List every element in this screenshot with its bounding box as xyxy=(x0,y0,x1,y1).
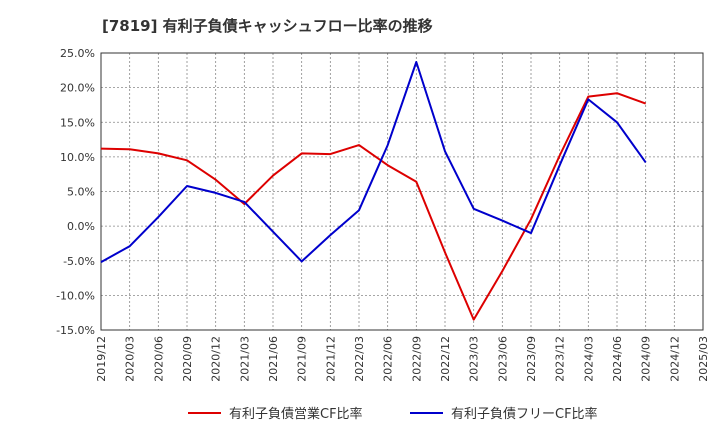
x-tick-label: 2022/03 xyxy=(353,336,366,382)
x-tick-label: 2025/03 xyxy=(697,336,710,382)
legend: 有利子負債営業CF比率 有利子負債フリーCF比率 xyxy=(188,406,598,422)
x-tick-label: 2021/09 xyxy=(296,336,309,382)
x-tick-label: 2022/12 xyxy=(439,336,452,382)
y-tick-label: 25.0% xyxy=(60,47,95,60)
y-tick-label: 0.0% xyxy=(67,220,95,233)
x-tick-label: 2023/03 xyxy=(468,336,481,382)
chart-title: [7819] 有利子負債キャッシュフロー比率の推移 xyxy=(102,17,433,35)
y-tick-label: 5.0% xyxy=(67,186,95,199)
y-tick-label: -5.0% xyxy=(63,255,95,268)
x-tick-label: 2020/09 xyxy=(181,336,194,382)
y-tick-label: 15.0% xyxy=(60,116,95,129)
series-line-2 xyxy=(100,61,647,263)
x-tick-label: 2022/09 xyxy=(410,336,423,382)
y-tick-label: 10.0% xyxy=(60,151,95,164)
x-tick-label: 2019/12 xyxy=(95,336,108,382)
x-tick-label: 2024/12 xyxy=(668,336,681,382)
y-tick-label: -10.0% xyxy=(56,289,95,302)
legend-label-1: 有利子負債営業CF比率 xyxy=(229,406,363,422)
x-tick-label: 2024/06 xyxy=(611,336,624,382)
y-tick-label: 20.0% xyxy=(60,82,95,95)
x-tick-label: 2021/03 xyxy=(238,336,251,382)
x-tick-label: 2024/09 xyxy=(640,336,653,382)
x-tick-label: 2021/06 xyxy=(267,336,280,382)
series-line-1 xyxy=(100,92,647,321)
x-tick-label: 2021/12 xyxy=(324,336,337,382)
x-tick-label: 2024/03 xyxy=(582,336,595,382)
x-tick-label: 2023/09 xyxy=(525,336,538,382)
x-tick-label: 2023/06 xyxy=(496,336,509,382)
y-tick-label: -15.0% xyxy=(56,324,95,337)
x-tick-label: 2020/03 xyxy=(124,336,137,382)
x-tick-label: 2020/06 xyxy=(152,336,165,382)
plot-border xyxy=(100,52,704,331)
x-tick-label: 2020/12 xyxy=(210,336,223,382)
x-tick-label: 2022/06 xyxy=(382,336,395,382)
legend-label-2: 有利子負債フリーCF比率 xyxy=(451,406,598,422)
plot-area: 25.0% 20.0% 15.0% 10.0% 5.0% 0.0% -5.0% -10.0% -… xyxy=(56,47,710,382)
x-tick-label: 2023/12 xyxy=(554,336,567,382)
